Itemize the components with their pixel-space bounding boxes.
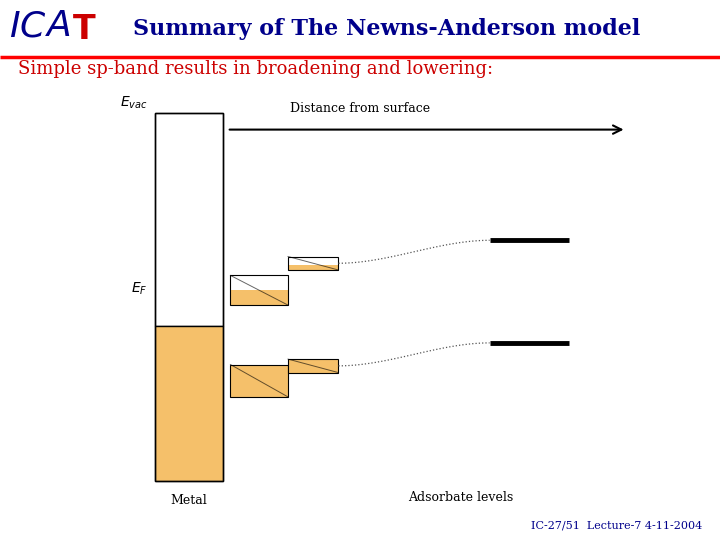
- Text: Distance from surface: Distance from surface: [290, 102, 430, 115]
- Text: Simple sp-band results in broadening and lowering:: Simple sp-band results in broadening and…: [18, 60, 493, 78]
- Bar: [230, 275, 288, 291]
- Text: $E_{vac}$: $E_{vac}$: [120, 94, 148, 111]
- Bar: [155, 113, 223, 481]
- Text: Summary of The Newns-Anderson model: Summary of The Newns-Anderson model: [133, 18, 641, 40]
- Bar: [155, 113, 223, 326]
- Text: Adsorbate levels: Adsorbate levels: [408, 491, 513, 504]
- Text: $\mathit{IC}$: $\mathit{IC}$: [9, 9, 46, 43]
- Text: IC-27/51  Lecture-7 4-11-2004: IC-27/51 Lecture-7 4-11-2004: [531, 520, 702, 530]
- Bar: [230, 275, 288, 305]
- Text: $E_F$: $E_F$: [131, 281, 148, 297]
- Bar: [230, 364, 288, 397]
- Bar: [288, 256, 338, 265]
- Bar: [155, 326, 223, 481]
- Bar: [288, 265, 338, 270]
- Bar: [230, 290, 288, 305]
- Text: Metal: Metal: [170, 494, 207, 507]
- Bar: [288, 359, 338, 373]
- Bar: [288, 256, 338, 270]
- Text: $\mathbf{T}$: $\mathbf{T}$: [72, 13, 96, 46]
- Text: $\mathit{A}$: $\mathit{A}$: [45, 9, 71, 43]
